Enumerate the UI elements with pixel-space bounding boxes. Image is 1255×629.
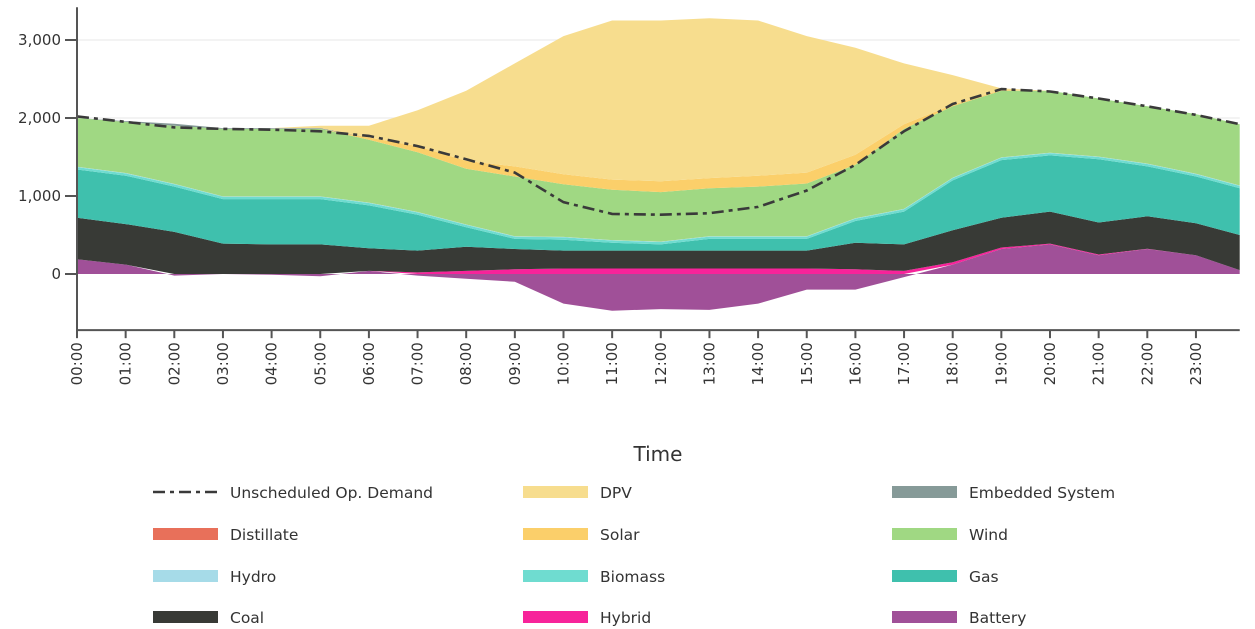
x-tick-label: 21:00 [1090, 342, 1108, 385]
legend-item-gas[interactable]: Gas [892, 568, 999, 586]
legend-swatch [523, 528, 588, 540]
legend-label: Unscheduled Op. Demand [230, 484, 433, 502]
legend-item-wind[interactable]: Wind [892, 526, 1008, 544]
legend-swatch [153, 570, 218, 582]
x-tick-label: 09:00 [506, 342, 524, 385]
y-tick-label: 3,000 [18, 31, 61, 49]
y-tick-label: 1,000 [18, 187, 61, 205]
x-tick-label: 20:00 [1041, 342, 1059, 385]
legend-label: Distillate [230, 526, 298, 544]
x-tick-label: 18:00 [944, 342, 962, 385]
x-tick-label: 19:00 [992, 342, 1010, 385]
legend-item-solar[interactable]: Solar [523, 526, 640, 544]
x-tick-label: 22:00 [1138, 342, 1156, 385]
x-tick-label: 23:00 [1187, 342, 1205, 385]
legend-swatch [523, 486, 588, 498]
x-tick-label: 01:00 [117, 342, 135, 385]
area-dpv [77, 18, 1240, 182]
area-biomass [77, 153, 1240, 245]
x-tick-label: 05:00 [311, 342, 329, 385]
legend-label: Solar [600, 526, 640, 544]
legend-item-dpv[interactable]: DPV [523, 484, 632, 502]
x-tick-label: 08:00 [457, 342, 475, 385]
area-coal [77, 211, 1240, 274]
legend-label: Biomass [600, 568, 665, 586]
x-tick-label: 16:00 [846, 342, 864, 385]
legend-swatch [153, 528, 218, 540]
legend-item-hydro[interactable]: Hydro [153, 568, 276, 586]
legend-label: Gas [969, 568, 999, 586]
legend-item-distillate[interactable]: Distillate [153, 526, 298, 544]
legend-label: DPV [600, 484, 632, 502]
legend-label: Battery [969, 609, 1026, 627]
x-tick-label: 15:00 [798, 342, 816, 385]
legend-swatch [892, 528, 957, 540]
x-tick-label: 12:00 [652, 342, 670, 385]
x-tick-label: 10:00 [555, 342, 573, 385]
area-wind [77, 90, 1240, 242]
legend-item-unscheduled-op-demand[interactable]: Unscheduled Op. Demand [153, 484, 433, 502]
x-tick-label: 14:00 [749, 342, 767, 385]
legend-item-biomass[interactable]: Biomass [523, 568, 665, 586]
x-tick-label: 00:00 [68, 342, 86, 385]
x-tick-label: 13:00 [700, 342, 718, 385]
x-tick-label: 17:00 [895, 342, 913, 385]
legend-label: Hybrid [600, 609, 651, 627]
legend-label: Wind [969, 526, 1008, 544]
legend-swatch [892, 611, 957, 623]
x-axis-title: Time [633, 442, 683, 466]
x-tick-label: 06:00 [360, 342, 378, 385]
axes: 3,000 2,000 1,000 0 00:00 01:00 02:00 03:00 04:0… [18, 7, 1240, 385]
x-tick-label: 02:00 [165, 342, 183, 385]
area-battery [77, 244, 1240, 311]
area-gas [77, 155, 1240, 251]
demand-line-layer [76, 87, 1240, 217]
stacked-areas [77, 18, 1240, 311]
x-tick-label: 07:00 [409, 342, 427, 385]
legend-label: Hydro [230, 568, 276, 586]
legend-swatch [523, 570, 588, 582]
legend-swatch [892, 570, 957, 582]
y-tick-label: 0 [51, 265, 61, 283]
legend: Unscheduled Op. Demand DPV Embedded System… [153, 484, 1115, 627]
legend-item-embedded-system[interactable]: Embedded System [892, 484, 1115, 502]
x-tick-label: 03:00 [214, 342, 232, 385]
y-tick-label: 2,000 [18, 109, 61, 127]
legend-swatch [153, 611, 218, 623]
legend-label: Coal [230, 609, 264, 627]
legend-item-coal[interactable]: Coal [153, 609, 264, 627]
legend-item-battery[interactable]: Battery [892, 609, 1026, 627]
x-tick-label: 11:00 [603, 342, 621, 385]
legend-swatch [892, 486, 957, 498]
legend-swatch [523, 611, 588, 623]
legend-label: Embedded System [969, 484, 1115, 502]
x-tick-label: 04:00 [263, 342, 281, 385]
demand-line [76, 87, 1240, 217]
legend-item-hybrid[interactable]: Hybrid [523, 609, 651, 627]
